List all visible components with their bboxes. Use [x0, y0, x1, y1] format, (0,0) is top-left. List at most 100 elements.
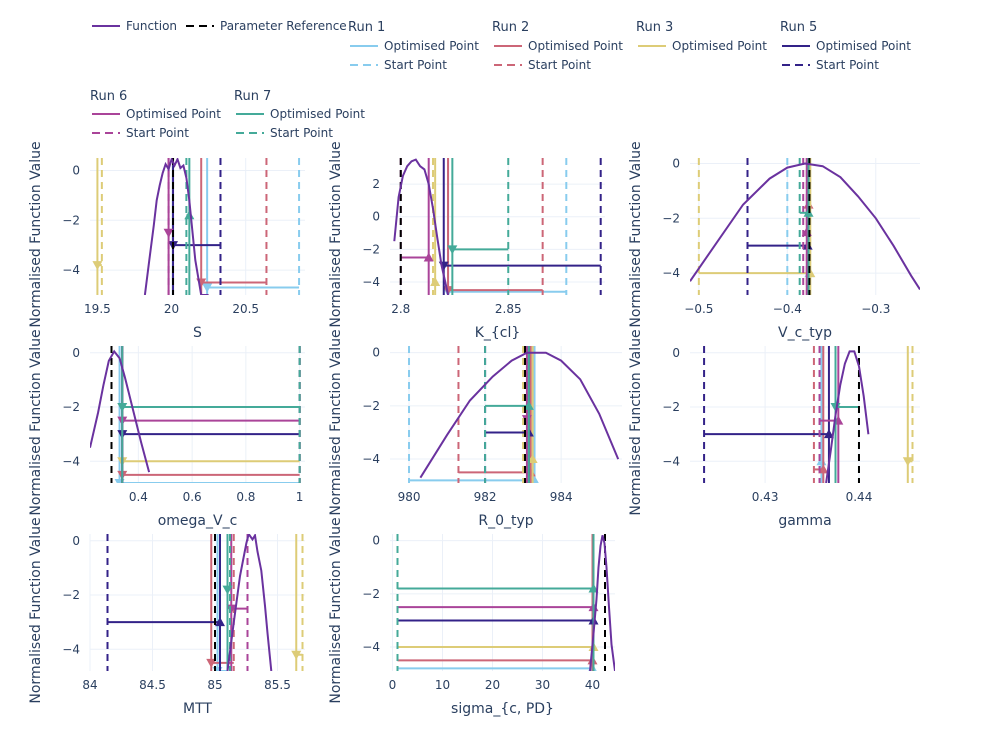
legend-run2-start-label: Start Point — [528, 58, 591, 72]
legend-run7-start-label: Start Point — [270, 126, 333, 140]
legend-run6-title: Run 6 — [90, 89, 127, 104]
y-tick-label: −4 — [62, 263, 80, 277]
x-axis-label: gamma — [778, 513, 831, 529]
run7-optimised-marker — [222, 585, 233, 595]
legend-run5-opt-label: Optimised Point — [816, 39, 911, 53]
x-axis-label: V_c_typ — [778, 325, 832, 341]
x-tick-label: 0.44 — [846, 490, 873, 504]
function-curve — [90, 349, 151, 473]
y-axis-label: Normalised Function Value — [28, 329, 44, 515]
x-axis-label: MTT — [183, 701, 212, 717]
panel-5: 980 982 984 0 −2 −4 R_0_typ Normalised Function… — [328, 329, 622, 529]
y-axis-label: Normalised Function Value — [28, 517, 44, 703]
panel-7: 84 84.5 85 85.5 0 −2 −4 MTT Normalised Function … — [28, 517, 305, 717]
legend-run5-title: Run 5 — [780, 20, 817, 35]
function-curve — [143, 158, 209, 295]
y-tick-label: 0 — [372, 210, 380, 224]
y-tick-label: −4 — [62, 642, 80, 656]
legend-run1-start-label: Start Point — [384, 58, 447, 72]
x-tick-label: 980 — [398, 490, 421, 504]
function-curve — [589, 535, 615, 671]
x-axis-label: S — [193, 325, 202, 341]
x-tick-label: 85 — [207, 678, 222, 692]
run3-optimised-marker — [291, 650, 302, 660]
x-tick-label: −0.3 — [861, 302, 890, 316]
function-curve — [825, 350, 870, 483]
run6-optimised-marker — [226, 604, 237, 614]
x-tick-label: −0.5 — [684, 302, 713, 316]
x-tick-label: 0.43 — [752, 490, 779, 504]
run2-optimised-marker — [206, 658, 217, 668]
legend-run3-opt-label: Optimised Point — [672, 39, 767, 53]
run1-optimised-marker — [202, 283, 213, 293]
x-tick-label: 0 — [389, 678, 397, 692]
legend-run5-start-label: Start Point — [816, 58, 879, 72]
y-axis-label: Normalised Function Value — [328, 329, 344, 515]
x-axis-label: omega_V_c — [158, 513, 238, 529]
x-tick-label: 0.8 — [236, 490, 255, 504]
function-curve — [226, 534, 273, 671]
y-tick-label: −4 — [362, 640, 380, 654]
run5-optimised-marker — [823, 429, 834, 439]
y-tick-label: 0 — [72, 163, 80, 177]
legend-function-label: Function — [126, 19, 177, 33]
function-curve — [419, 351, 620, 479]
y-tick-label: 0 — [72, 346, 80, 360]
y-tick-label: −2 — [62, 400, 80, 414]
y-tick-label: −4 — [62, 454, 80, 468]
y-tick-label: 0 — [672, 346, 680, 360]
x-tick-label: 0.6 — [183, 490, 202, 504]
y-tick-label: −2 — [662, 400, 680, 414]
run7-optimised-marker — [447, 245, 458, 255]
y-tick-label: −2 — [662, 211, 680, 225]
y-tick-label: −4 — [362, 275, 380, 289]
x-tick-label: 982 — [474, 490, 497, 504]
y-tick-label: 0 — [372, 346, 380, 360]
run7-optimised-marker — [523, 400, 534, 410]
y-axis-label: Normalised Function Value — [628, 329, 644, 515]
x-tick-label: 2.8 — [391, 302, 410, 316]
y-tick-label: 2 — [372, 177, 380, 191]
x-axis-label: K_{cl} — [475, 325, 521, 341]
y-tick-label: −4 — [662, 454, 680, 468]
run3-optimised-marker — [527, 454, 538, 464]
x-tick-label: 20 — [164, 302, 179, 316]
legend-run7-title: Run 7 — [234, 89, 271, 104]
y-tick-label: 0 — [72, 534, 80, 548]
y-tick-label: −2 — [362, 242, 380, 256]
panel-3: −0.5 −0.4 −0.3 0 −2 −4 V_c_typ Normalised Funct… — [628, 141, 920, 341]
legend-run2-title: Run 2 — [492, 20, 529, 35]
run6-optimised-marker — [423, 252, 434, 262]
y-tick-label: −2 — [362, 587, 380, 601]
x-tick-label: 84.5 — [139, 678, 166, 692]
x-tick-label: 20 — [485, 678, 500, 692]
run2-optimised-marker — [818, 464, 829, 474]
run7-optimised-marker — [588, 583, 599, 593]
y-tick-label: 0 — [672, 156, 680, 170]
legend-run2-opt-label: Optimised Point — [528, 39, 623, 53]
x-tick-label: 10 — [435, 678, 450, 692]
run7-optimised-marker — [117, 403, 128, 413]
y-axis-label: Normalised Function Value — [28, 141, 44, 327]
x-axis-label: R_0_typ — [478, 513, 533, 529]
x-tick-label: 19.5 — [84, 302, 111, 316]
run5-optimised-marker — [215, 617, 225, 627]
panel-1: 19.5 20 20.5 0 −2 −4 S Normalised Function Valu… — [28, 141, 305, 341]
y-tick-label: −4 — [662, 266, 680, 280]
x-tick-label: 30 — [535, 678, 550, 692]
x-tick-label: −0.4 — [773, 302, 802, 316]
x-tick-label: 984 — [550, 490, 573, 504]
panel-4: 0.4 0.6 0.8 1 0 −2 −4 omega_V_c Normalised Funct… — [28, 329, 305, 529]
legend-run1-title: Run 1 — [348, 20, 385, 35]
legend: Function Parameter Reference Run 1 Optim… — [90, 19, 911, 140]
x-axis-label: sigma_{c, PD} — [451, 701, 554, 717]
run3-optimised-marker — [902, 457, 913, 467]
function-curve — [393, 158, 450, 295]
run3-optimised-marker — [430, 276, 441, 286]
x-tick-label: 20.5 — [232, 302, 259, 316]
function-curve — [690, 162, 920, 291]
y-tick-label: −2 — [362, 399, 380, 413]
x-tick-label: 40 — [585, 678, 600, 692]
y-axis-label: Normalised Function Value — [628, 141, 644, 327]
run6-optimised-marker — [163, 228, 174, 238]
